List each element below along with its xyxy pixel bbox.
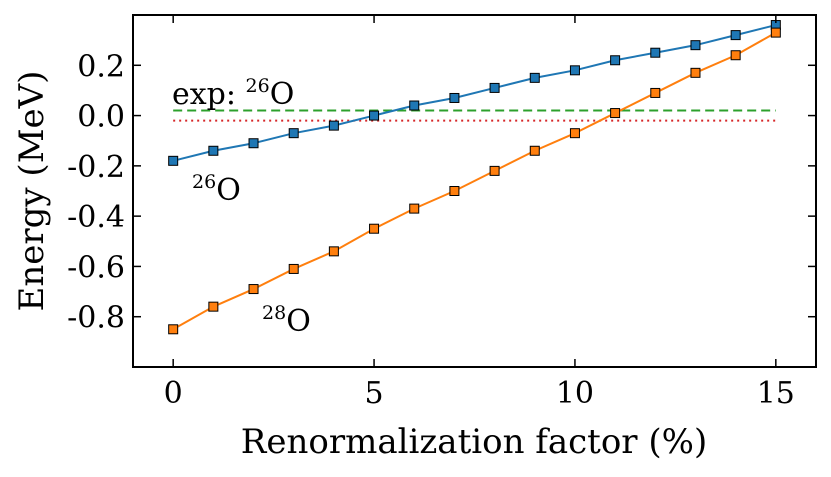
series-26o-marker bbox=[369, 110, 380, 121]
series-26o-marker bbox=[529, 72, 540, 83]
y-tick-label: -0.4 bbox=[67, 200, 125, 235]
y-tick-label: -0.8 bbox=[67, 301, 125, 336]
x-tick-label: 5 bbox=[365, 376, 384, 411]
annotation-o26-mass: 26 bbox=[192, 171, 216, 193]
series-28o-marker bbox=[449, 186, 460, 196]
annotation-o26: 26O bbox=[192, 171, 241, 208]
y-axis-title: Energy (MeV) bbox=[12, 71, 52, 312]
series-28o-marker bbox=[770, 27, 781, 38]
series-28o-marker bbox=[489, 165, 500, 176]
series-28o-marker bbox=[248, 284, 259, 295]
y-tick-label: -0.6 bbox=[67, 250, 125, 285]
series-28o-marker bbox=[208, 301, 219, 312]
y-tick-label: -0.2 bbox=[67, 150, 125, 185]
series-28o-marker bbox=[610, 108, 621, 119]
series-26o-marker bbox=[288, 128, 299, 139]
series-26o-marker bbox=[208, 145, 219, 156]
series-28o-marker bbox=[369, 223, 380, 234]
series-26o-marker bbox=[690, 40, 701, 51]
series-layer bbox=[168, 20, 781, 335]
x-tick-label: 10 bbox=[556, 376, 594, 411]
series-26o-marker bbox=[730, 30, 741, 41]
series-28o-marker bbox=[529, 145, 540, 156]
series-28o-marker bbox=[650, 87, 661, 98]
x-axis-title: Renormalization factor (%) bbox=[241, 422, 707, 462]
series-26o-line bbox=[172, 24, 777, 162]
annotation-o28: 28O bbox=[262, 302, 311, 339]
annotation-o26-element: O bbox=[216, 173, 241, 208]
series-26o-marker bbox=[168, 155, 179, 166]
series-28o-line bbox=[172, 31, 777, 331]
plot-frame bbox=[132, 14, 817, 368]
annotation-exp-element: O bbox=[270, 77, 295, 112]
x-tick-label: 0 bbox=[164, 376, 183, 411]
series-28o-marker bbox=[569, 128, 580, 139]
series-26o-marker bbox=[409, 100, 420, 111]
series-28o-marker bbox=[690, 67, 701, 78]
y-tick-label: 0.2 bbox=[77, 49, 125, 84]
series-28o-marker bbox=[288, 263, 299, 274]
series-26o-marker bbox=[650, 47, 661, 58]
series-28o-marker bbox=[409, 203, 420, 214]
series-26o-marker bbox=[449, 92, 460, 103]
series-28o-marker bbox=[168, 324, 179, 335]
axis-ticks bbox=[133, 15, 816, 367]
x-tick-label: 15 bbox=[757, 376, 795, 411]
annotation-exp-mass: 26 bbox=[246, 75, 270, 97]
axis-tick-labels: 0 5 10 15 0.2 0.0 -0.2 -0.4 -0.6 -0.8 bbox=[67, 49, 795, 411]
series-26o-marker bbox=[328, 120, 339, 131]
series-26o-marker bbox=[569, 65, 580, 76]
y-tick-label: 0.0 bbox=[77, 100, 125, 135]
reference-lines bbox=[173, 109, 776, 122]
annotation-exp-prefix: exp: bbox=[172, 77, 246, 112]
series-26o-marker bbox=[248, 138, 259, 149]
series-28o-marker bbox=[328, 246, 339, 257]
series-26o-marker bbox=[489, 82, 500, 93]
annotation-o28-element: O bbox=[286, 304, 311, 339]
series-28o-marker bbox=[730, 50, 741, 61]
series-26o-marker bbox=[610, 55, 621, 66]
annotation-exp: exp: 26O bbox=[172, 75, 294, 112]
annotation-o28-mass: 28 bbox=[262, 302, 286, 324]
